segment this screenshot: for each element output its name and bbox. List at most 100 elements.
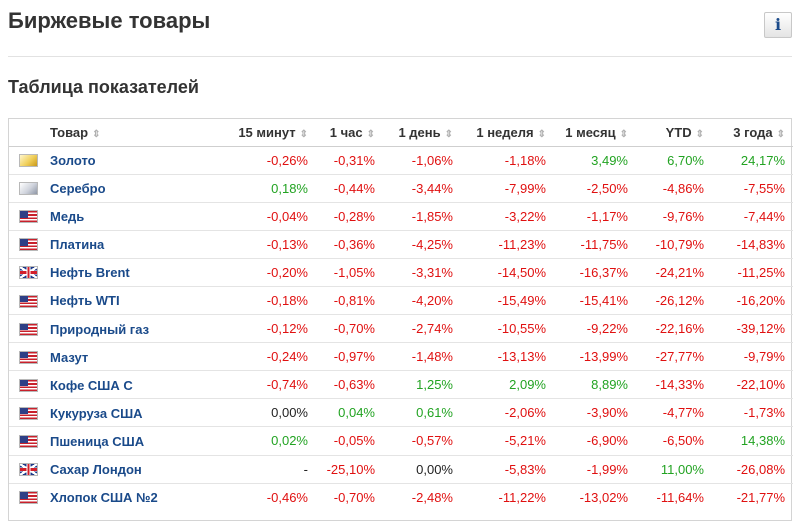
commodity-link[interactable]: Медь — [50, 209, 85, 225]
commodity-link[interactable]: Сахар Лондон — [50, 462, 142, 478]
page-header: Биржевые товары i — [8, 6, 792, 57]
change-cell-h1: -0,36% — [316, 229, 383, 259]
change-cell-ytd: -6,50% — [636, 426, 712, 456]
sort-icon[interactable]: ⇕ — [695, 128, 704, 140]
commodity-link[interactable]: Мазут — [50, 349, 89, 365]
commodity-cell: Медь — [9, 201, 228, 231]
column-header-d1[interactable]: 1 день ⇕ — [383, 119, 461, 147]
commodity-link[interactable]: Золото — [50, 153, 96, 169]
column-header-name[interactable]: Товар ⇕ — [9, 119, 228, 147]
commodity-link[interactable]: Серебро — [50, 181, 106, 197]
change-cell-m15: - — [228, 454, 316, 484]
commodity-cell: Нефть WTI — [9, 285, 228, 315]
table-row: Хлопок США №2 -0,46% -0,70% -2,48% -11,22% -1… — [9, 482, 793, 512]
us-flag-icon — [19, 294, 38, 308]
table-row: Золото -0,26% -0,31% -1,06% -1,18% 3,49% 6,70%… — [9, 146, 793, 174]
sort-icon[interactable]: ⇕ — [776, 128, 785, 140]
commodity-cell: Хлопок США №2 — [9, 482, 228, 512]
change-cell-d1: -1,48% — [383, 342, 461, 371]
change-cell-w1: -7,99% — [461, 173, 554, 203]
change-cell-mo1: -6,90% — [554, 426, 636, 456]
commodity-link[interactable]: Нефть WTI — [50, 293, 120, 309]
change-cell-d1: -4,20% — [383, 285, 461, 315]
change-cell-w1: -2,06% — [461, 398, 554, 427]
column-header-ytd[interactable]: YTD ⇕ — [636, 119, 712, 147]
commodity-cell: Серебро — [9, 173, 228, 203]
commodity-link[interactable]: Нефть Brent — [50, 265, 130, 281]
change-cell-y3: -26,08% — [712, 454, 793, 484]
sort-icon[interactable]: ⇕ — [299, 128, 308, 140]
change-cell-mo1: 8,89% — [554, 370, 636, 399]
change-cell-mo1: -2,50% — [554, 173, 636, 203]
change-cell-m15: 0,02% — [228, 426, 316, 456]
us-flag-icon — [19, 210, 38, 224]
change-cell-d1: 1,25% — [383, 370, 461, 399]
us-flag-icon — [19, 238, 38, 252]
us-flag-icon — [19, 350, 38, 364]
sort-icon[interactable]: ⇕ — [444, 128, 453, 140]
column-header-label: YTD — [665, 124, 692, 140]
commodity-link[interactable]: Платина — [50, 237, 105, 253]
change-cell-m15: -0,46% — [228, 482, 316, 512]
commodity-link[interactable]: Природный газ — [50, 321, 150, 337]
change-cell-y3: -22,10% — [712, 370, 793, 399]
commodity-link[interactable]: Кукуруза США — [50, 405, 143, 421]
change-cell-mo1: -9,22% — [554, 314, 636, 343]
commodity-cell: Кукуруза США — [9, 398, 228, 427]
us-flag-icon — [19, 378, 38, 392]
change-cell-m15: -0,18% — [228, 285, 316, 315]
sort-icon[interactable]: ⇕ — [537, 128, 546, 140]
uk-flag-icon — [19, 463, 38, 477]
change-cell-y3: -14,83% — [712, 229, 793, 259]
commodity-link[interactable]: Хлопок США №2 — [50, 490, 158, 506]
change-cell-ytd: 6,70% — [667, 152, 704, 168]
column-header-label: 1 час — [329, 124, 363, 140]
table-row: Сахар Лондон - -25,10% 0,00% -5,83% -1,99% 11,… — [9, 454, 793, 484]
change-cell-d1: -2,74% — [383, 314, 461, 343]
column-header-label: 1 неделя — [476, 124, 534, 140]
change-cell-ytd: -26,12% — [636, 285, 712, 315]
info-icon[interactable]: i — [764, 12, 792, 38]
change-cell-m15: -0,20% — [228, 257, 316, 287]
us-flag-icon — [19, 322, 38, 336]
change-cell-h1: -0,97% — [316, 342, 383, 371]
table-header-row: Товар ⇕ 15 минут ⇕ 1 час ⇕ 1 день ⇕ 1 неделя ⇕ 1 м… — [9, 119, 793, 147]
change-cell-h1: -0,44% — [316, 173, 383, 203]
change-cell-w1: -11,22% — [461, 482, 554, 512]
column-header-label: 1 месяц — [565, 124, 616, 140]
commodity-link[interactable]: Кофе США С — [50, 377, 133, 393]
change-cell-w1: -15,49% — [461, 285, 554, 315]
change-cell-y3: 24,17% — [740, 152, 785, 168]
column-header-y3[interactable]: 3 года ⇕ — [712, 119, 793, 147]
change-cell-m15: -0,26% — [266, 152, 308, 168]
sort-icon[interactable]: ⇕ — [366, 128, 375, 140]
change-cell-w1: -5,83% — [461, 454, 554, 484]
change-cell-d1: -0,57% — [383, 426, 461, 456]
change-cell-mo1: -13,02% — [554, 482, 636, 512]
us-flag-icon — [19, 435, 38, 449]
column-header-mo1[interactable]: 1 месяц ⇕ — [554, 119, 636, 147]
table-row: Нефть Brent -0,20% -1,05% -3,31% -14,50% -16,… — [9, 257, 793, 287]
change-cell-w1: -11,23% — [461, 229, 554, 259]
sort-icon[interactable]: ⇕ — [619, 128, 628, 140]
change-cell-m15: -0,12% — [228, 314, 316, 343]
sort-icon[interactable]: ⇕ — [92, 128, 101, 140]
change-cell-m15: -0,13% — [228, 229, 316, 259]
change-cell-y3: -1,73% — [712, 398, 793, 427]
change-cell-m15: 0,00% — [228, 398, 316, 427]
header-divider — [8, 56, 792, 57]
table-row: Платина -0,13% -0,36% -4,25% -11,23% -11,75% -… — [9, 229, 793, 259]
commodity-cell: Золото — [9, 146, 228, 174]
column-header-h1[interactable]: 1 час ⇕ — [316, 119, 383, 147]
table-row: Медь -0,04% -0,28% -1,85% -3,22% -1,17% -9,76%… — [9, 201, 793, 231]
table-row: Кукуруза США 0,00% 0,04% 0,61% -2,06% -3,90% -… — [9, 398, 793, 427]
change-cell-h1: -0,05% — [316, 426, 383, 456]
commodity-link[interactable]: Пшеница США — [50, 434, 145, 450]
table-row: Серебро 0,18% -0,44% -3,44% -7,99% -2,50% -4,8… — [9, 173, 793, 203]
change-cell-d1: -2,48% — [383, 482, 461, 512]
change-cell-mo1: -11,75% — [554, 229, 636, 259]
column-header-w1[interactable]: 1 неделя ⇕ — [461, 119, 554, 147]
column-header-m15[interactable]: 15 минут ⇕ — [228, 119, 316, 147]
table-row: Кофе США С -0,74% -0,63% 1,25% 2,09% 8,89% -14… — [9, 370, 793, 399]
column-header-label: Товар — [50, 124, 89, 140]
